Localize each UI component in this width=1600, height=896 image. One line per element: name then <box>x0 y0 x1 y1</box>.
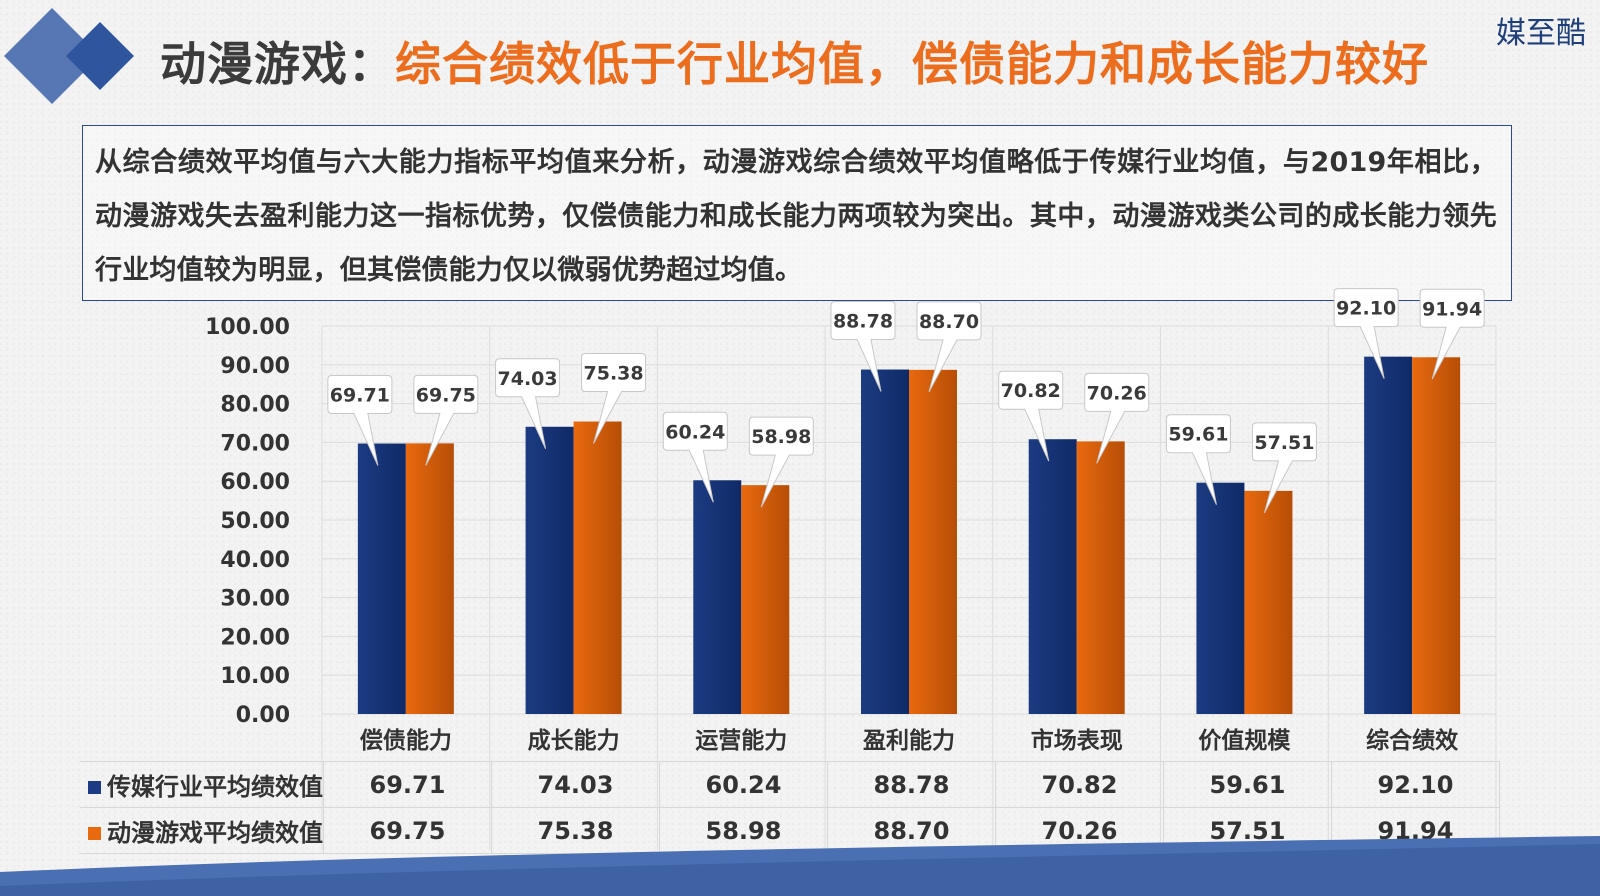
bar-anime-6 <box>1412 357 1461 714</box>
title-highlight: 综合绩效低于行业均值，偿债能力和成长能力较好 <box>395 37 1429 91</box>
data-label-bubble <box>748 416 814 508</box>
brand-logo: 媒至酷 <box>1496 16 1586 51</box>
data-label: 69.71 <box>330 385 390 407</box>
legend-entry: 动漫游戏平均绩效值 <box>80 807 324 854</box>
title-prefix: 动漫游戏： <box>160 37 395 91</box>
y-tick-label: 100.00 <box>205 315 290 340</box>
data-label-bubble <box>998 370 1064 462</box>
data-label-bubble <box>830 301 896 392</box>
x-tick-label: 运营能力 <box>695 727 787 754</box>
bottom-wave-decoration <box>0 836 1600 896</box>
table-cell: 70.82 <box>995 761 1164 808</box>
data-label-bubble <box>1419 288 1485 380</box>
data-label: 57.51 <box>1254 432 1314 454</box>
bar-industry-1 <box>525 426 574 714</box>
legend-swatch <box>88 781 101 794</box>
bar-anime-5 <box>1244 490 1293 714</box>
y-tick-label: 80.00 <box>220 393 290 418</box>
table-cell: 75.38 <box>491 807 660 854</box>
y-tick-label: 0.00 <box>236 703 290 728</box>
x-tick-label: 偿债能力 <box>360 727 452 754</box>
data-label-bubble <box>1084 372 1150 464</box>
bar-industry-2 <box>693 480 742 714</box>
bar-industry-0 <box>357 443 406 714</box>
table-cell: 74.03 <box>491 761 660 808</box>
data-label: 69.75 <box>416 384 476 406</box>
legend-entry: 传媒行业平均绩效值 <box>80 761 324 808</box>
bar-anime-1 <box>573 421 622 714</box>
data-label: 70.26 <box>1087 382 1147 404</box>
data-label: 58.98 <box>751 426 811 448</box>
data-label-bubble <box>916 301 982 393</box>
legend-swatch <box>88 827 101 840</box>
data-label-bubble <box>1251 422 1317 514</box>
x-tick-label: 价值规模 <box>1198 727 1291 754</box>
table-cell: 69.71 <box>323 761 492 808</box>
legend-label: 传媒行业平均绩效值 <box>107 773 323 801</box>
bar-industry-5 <box>1196 482 1245 714</box>
bar-industry-6 <box>1364 356 1413 714</box>
data-label: 70.82 <box>1001 380 1061 402</box>
data-label: 74.03 <box>498 368 558 390</box>
page-title: 动漫游戏：综合绩效低于行业均值，偿债能力和成长能力较好 <box>160 28 1429 94</box>
data-label-bubble <box>581 353 647 444</box>
y-tick-label: 60.00 <box>220 470 290 495</box>
data-label: 60.24 <box>665 421 725 443</box>
bar-anime-0 <box>405 443 454 714</box>
bar-industry-4 <box>1028 439 1077 714</box>
bar-anime-3 <box>909 369 957 714</box>
y-tick-label: 10.00 <box>220 664 290 689</box>
data-label: 88.70 <box>919 311 979 333</box>
data-label-bubble <box>495 358 561 449</box>
y-tick-label: 20.00 <box>220 625 290 650</box>
table-cell: 58.98 <box>659 807 828 854</box>
table-cell: 92.10 <box>1331 761 1500 808</box>
table-cell: 60.24 <box>659 761 828 808</box>
bar-anime-2 <box>741 485 790 714</box>
table-cell: 88.70 <box>827 807 996 854</box>
data-label: 59.61 <box>1168 424 1228 446</box>
data-label-bubble <box>1333 288 1399 379</box>
data-label-bubble <box>1165 414 1231 505</box>
x-tick-label: 盈利能力 <box>862 727 955 754</box>
summary-text-box: 从综合绩效平均值与六大能力指标平均值来分析，动漫游戏综合绩效平均值略低于传媒行业… <box>82 125 1512 301</box>
x-tick-label: 市场表现 <box>1031 727 1123 754</box>
y-tick-label: 90.00 <box>220 354 290 379</box>
data-label: 75.38 <box>584 363 644 385</box>
table-cell: 88.78 <box>827 761 996 808</box>
bar-anime-4 <box>1076 441 1125 714</box>
data-label: 91.94 <box>1422 298 1482 320</box>
y-tick-label: 40.00 <box>220 548 290 573</box>
table-cell: 59.61 <box>1163 761 1332 808</box>
data-label-bubble <box>662 411 728 503</box>
x-tick-label: 成长能力 <box>528 727 620 754</box>
data-label: 88.78 <box>833 311 893 333</box>
table-cell: 69.75 <box>323 807 492 854</box>
data-table-row: 传媒行业平均绩效值 69.71 74.03 60.24 88.78 70.82 59.61 9… <box>80 761 1500 808</box>
data-label-bubble <box>413 374 479 466</box>
data-label-bubble <box>327 375 393 466</box>
legend-label: 动漫游戏平均绩效值 <box>107 819 323 847</box>
header-diamond-decoration <box>4 8 134 104</box>
data-label: 92.10 <box>1336 298 1396 320</box>
y-tick-label: 30.00 <box>220 587 290 612</box>
y-tick-label: 70.00 <box>220 431 290 456</box>
y-tick-label: 50.00 <box>220 509 290 534</box>
chart-data-table: 传媒行业平均绩效值 69.71 74.03 60.24 88.78 70.82 59.61 9… <box>80 761 1500 854</box>
bar-industry-3 <box>861 369 909 714</box>
x-tick-label: 综合绩效 <box>1366 727 1458 754</box>
